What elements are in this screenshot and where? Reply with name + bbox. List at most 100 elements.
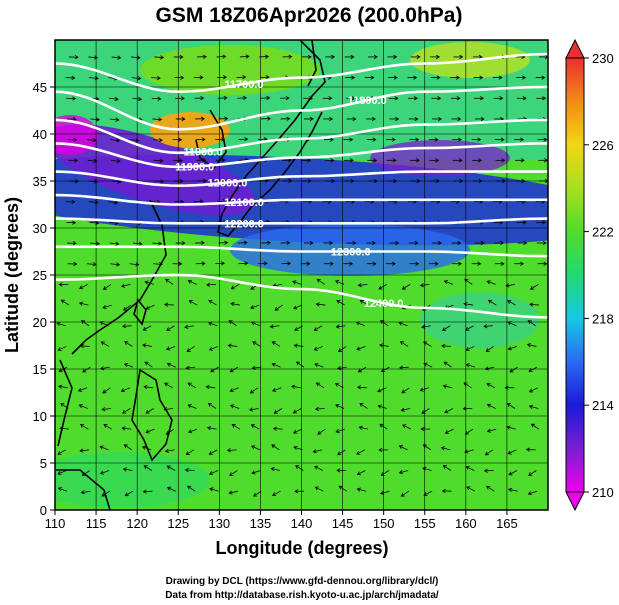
wind-arrow <box>146 304 155 310</box>
wind-arrow-head <box>271 444 276 449</box>
wind-arrow-head <box>464 430 469 435</box>
wind-arrow <box>338 346 347 352</box>
wind-arrow <box>423 490 433 496</box>
wind-arrow-head <box>157 96 162 101</box>
wind-arrow-head <box>100 341 105 346</box>
wind-arrow-head <box>102 389 107 394</box>
wind-arrow-head <box>99 321 104 326</box>
wind-arrow-head <box>459 178 464 184</box>
wind-arrow-head <box>527 491 532 496</box>
wind-arrow-head <box>250 285 255 290</box>
wind-arrow-head <box>291 384 296 389</box>
wind-arrow-head <box>293 445 298 451</box>
wind-arrow-head <box>435 54 440 60</box>
wind-arrow-head <box>135 138 140 143</box>
wind-arrow <box>167 487 176 492</box>
colorbar-tick-label: 222 <box>592 225 614 240</box>
wind-arrow-head <box>478 158 483 163</box>
wind-arrow-head <box>434 261 439 266</box>
y-tick-label: 45 <box>33 80 47 95</box>
wind-arrow-head <box>307 178 312 184</box>
wind-arrow-head <box>122 467 127 472</box>
wind-arrow <box>230 405 240 409</box>
wind-arrow-head <box>220 261 225 266</box>
wind-arrow-head <box>487 299 493 304</box>
wind-arrow-head <box>250 424 255 428</box>
wind-arrow-head <box>337 451 342 456</box>
wind-arrow <box>80 449 90 452</box>
wind-arrow <box>59 427 70 430</box>
wind-arrow-head <box>224 116 229 121</box>
wind-arrow-head <box>200 116 205 121</box>
wind-arrow <box>506 284 516 287</box>
wind-arrow <box>358 366 367 373</box>
wind-arrow <box>61 299 70 306</box>
wind-arrow-head <box>187 404 192 409</box>
x-tick-label: 145 <box>332 516 354 531</box>
philippines-coastline <box>131 368 173 462</box>
wind-arrow-head <box>500 261 505 266</box>
wind-arrow <box>357 386 367 389</box>
wind-arrow-head <box>123 363 129 368</box>
wind-arrow <box>378 405 387 409</box>
wind-arrow-head <box>58 282 63 287</box>
wind-arrow-head <box>483 324 488 329</box>
wind-arrow <box>377 387 387 392</box>
colorbar-body <box>565 57 585 493</box>
wind-arrow <box>507 321 517 327</box>
wind-arrow-head <box>100 366 105 371</box>
wind-arrow <box>465 346 475 351</box>
wind-arrow-head <box>380 368 386 373</box>
wind-arrow-head <box>442 465 447 469</box>
wind-arrow-head <box>378 285 383 290</box>
wind-arrow-head <box>266 240 272 245</box>
wind-arrow-head <box>501 158 506 163</box>
wind-arrow-head <box>202 178 207 183</box>
wind-arrow <box>152 118 162 121</box>
x-tick-label: 120 <box>126 516 148 531</box>
wind-arrow <box>124 444 132 451</box>
wind-arrow-head <box>500 137 505 142</box>
wind-arrow <box>252 341 261 347</box>
wind-arrow-head <box>79 285 84 290</box>
wind-arrow-head <box>265 75 270 80</box>
wind-arrow-head <box>498 75 503 80</box>
x-tick-label: 150 <box>373 516 395 531</box>
wind-arrow <box>273 428 283 430</box>
wind-arrow-head <box>99 470 105 475</box>
wind-arrow <box>227 449 237 451</box>
wind-arrow-head <box>58 384 63 389</box>
wind-arrow <box>58 487 68 492</box>
wind-arrow-head <box>137 76 142 81</box>
wind-arrow-head <box>201 137 206 142</box>
wind-arrow <box>103 284 112 290</box>
wind-arrow <box>272 341 281 347</box>
wind-arrow <box>464 449 474 453</box>
wind-arrow-head <box>483 468 488 473</box>
wind-arrow-head <box>166 486 172 491</box>
wind-arrow <box>253 490 262 497</box>
wind-arrow <box>100 321 109 327</box>
wind-arrow <box>188 280 197 285</box>
wind-arrow-head <box>357 368 362 373</box>
wind-arrow-head <box>314 362 319 368</box>
wind-arrow-head <box>164 302 169 307</box>
wind-arrow-head <box>393 178 398 184</box>
wind-arrow <box>295 465 304 471</box>
wind-arrow <box>153 139 163 141</box>
taiwan-coastline <box>133 298 147 326</box>
wind-arrow-head <box>307 158 312 163</box>
x-tick-label: 115 <box>86 516 107 531</box>
wind-arrow <box>336 325 346 328</box>
wind-arrow <box>145 281 154 285</box>
wind-arrow-head <box>142 326 147 331</box>
wind-arrow <box>111 180 121 183</box>
wind-arrow-head <box>229 368 234 373</box>
wind-arrow <box>336 300 345 306</box>
wind-arrow-head <box>79 424 85 428</box>
wind-arrow-head <box>187 485 192 490</box>
wind-arrow-head <box>272 387 277 392</box>
wind-arrow-head <box>522 96 527 101</box>
wind-arrow-head <box>351 75 356 80</box>
wind-arrow <box>165 449 175 452</box>
